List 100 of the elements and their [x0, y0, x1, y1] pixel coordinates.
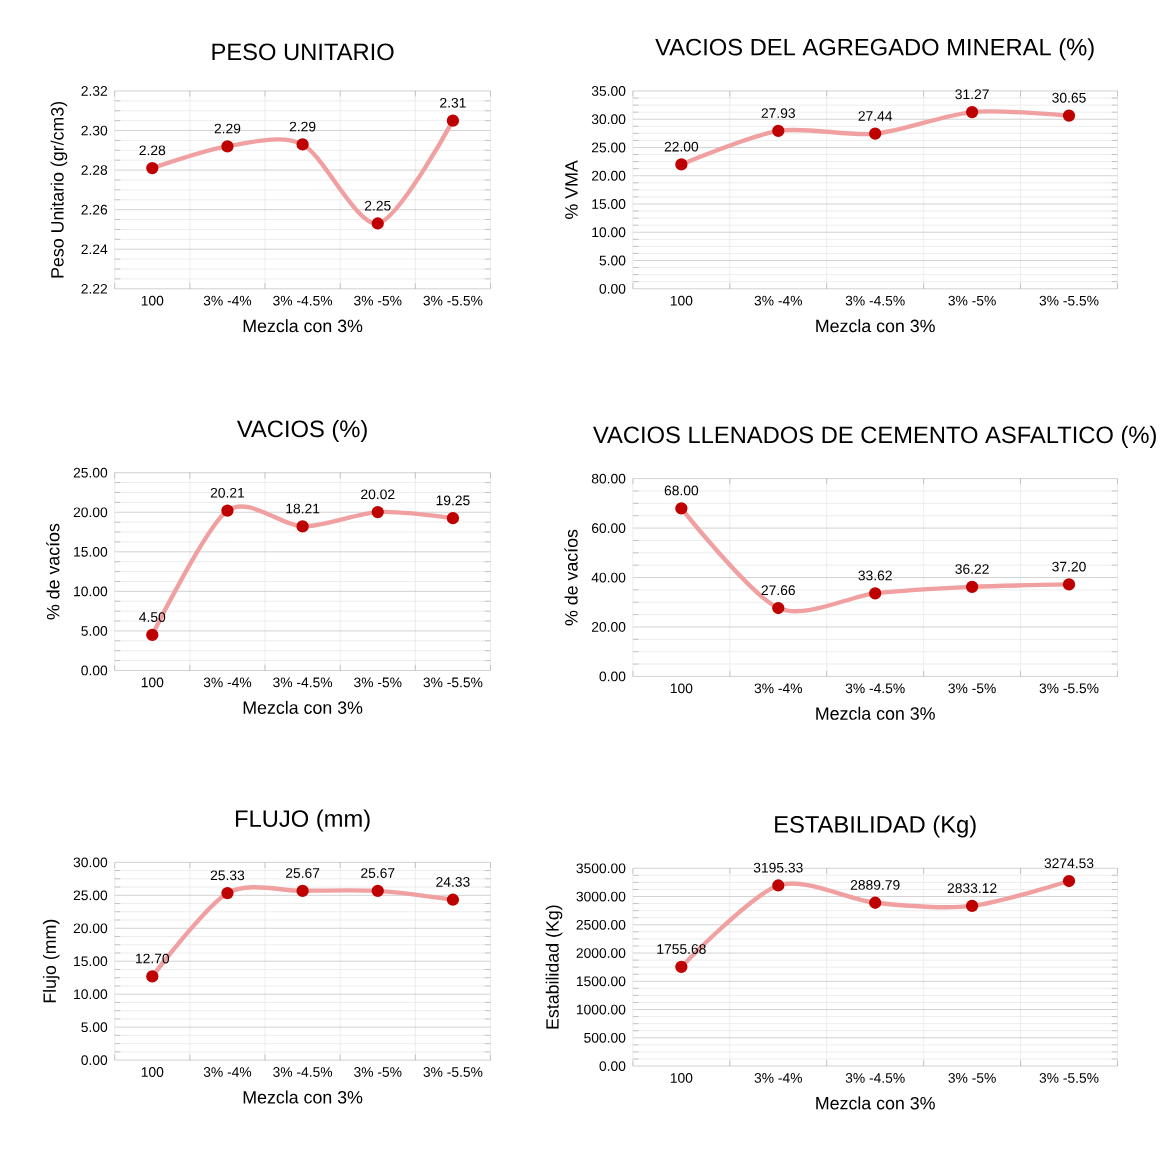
- y-axis-title: Flujo (mm): [42, 919, 60, 1003]
- x-tick-label: 3% -4.5%: [845, 1073, 905, 1083]
- x-tick-label: 3% -5%: [354, 295, 402, 306]
- x-tick-label: 100: [670, 683, 693, 694]
- x-tick-label: 3% -4%: [203, 295, 252, 306]
- y-tick-label: 2.26: [81, 204, 108, 215]
- y-axis-title: % de vacíos: [46, 523, 60, 620]
- y-tick-label: 15.00: [74, 546, 108, 557]
- data-label: 27.66: [761, 585, 795, 596]
- x-tick-label: 3% -5%: [948, 683, 996, 694]
- y-tick-label: 20.00: [591, 622, 626, 632]
- x-tick-label: 3% -4%: [203, 677, 252, 688]
- y-tick-label: 3500.00: [576, 863, 626, 874]
- x-axis-title: Mezcla con 3%: [816, 706, 935, 720]
- y-tick-label: 30.00: [73, 857, 108, 868]
- y-tick-label: 0.00: [599, 283, 626, 294]
- data-label: 19.25: [436, 495, 470, 506]
- y-tick-label: 0.00: [599, 671, 626, 682]
- chart-title: VACIOS LLENADOS DE CEMENTO ASFALTICO (%): [593, 425, 1156, 448]
- y-tick-label: 40.00: [591, 572, 626, 583]
- data-label: 36.22: [955, 564, 989, 574]
- x-tick-label: 3% -5.5%: [1039, 1073, 1099, 1083]
- y-tick-label: 15.00: [74, 956, 108, 967]
- data-label: 20.21: [210, 487, 245, 498]
- data-label: 1755.68: [657, 944, 706, 954]
- data-label: 27.44: [858, 111, 893, 121]
- x-tick-label: 3% -4%: [754, 295, 802, 306]
- chart-title: ESTABILIDAD (Kg): [775, 815, 976, 838]
- y-tick-label: 25.00: [73, 467, 108, 478]
- data-label: 3195.33: [753, 862, 803, 873]
- data-label: 25.33: [210, 870, 245, 881]
- y-tick-label: 35.00: [591, 86, 626, 96]
- y-tick-label: 10.00: [74, 989, 108, 1000]
- y-tick-label: 5.00: [81, 626, 108, 636]
- x-tick-label: 100: [141, 295, 164, 306]
- x-axis-title: Mezcla con 3%: [816, 1096, 935, 1110]
- x-tick-label: 3% -5.5%: [1039, 683, 1099, 694]
- x-tick-label: 3% -4.5%: [845, 295, 905, 306]
- x-tick-label: 100: [670, 1073, 693, 1083]
- data-label: 12.70: [136, 953, 170, 964]
- y-tick-label: 500.00: [584, 1032, 626, 1043]
- x-tick-label: 100: [141, 1067, 164, 1077]
- x-tick-label: 3% -5%: [354, 677, 402, 688]
- y-tick-label: 10.00: [74, 586, 108, 597]
- y-axis-title: % VMA: [565, 160, 578, 219]
- data-label: 25.67: [285, 868, 320, 878]
- data-label: 33.62: [858, 570, 892, 581]
- y-tick-label: 1500.00: [576, 976, 626, 987]
- x-axis-title: Mezcla con 3%: [816, 319, 935, 333]
- y-tick-label: 20.00: [591, 170, 626, 181]
- y-tick-label: 0.00: [81, 665, 108, 676]
- data-label: 2.25: [364, 200, 391, 211]
- data-label: 68.00: [664, 485, 699, 496]
- chart-title: VACIOS DEL AGREGADO MINERAL (%): [655, 38, 1094, 61]
- y-axis-title: Peso Unitario (gr/cm3): [50, 101, 68, 278]
- data-label: 2.29: [214, 123, 241, 134]
- y-tick-label: 10.00: [592, 227, 626, 238]
- y-tick-label: 25.00: [591, 142, 626, 153]
- y-tick-label: 2.32: [81, 86, 108, 96]
- x-tick-label: 3% -5%: [354, 1067, 402, 1077]
- data-label: 2.28: [139, 145, 166, 156]
- y-axis-title: % de vacíos: [564, 529, 578, 626]
- y-tick-label: 2.30: [81, 125, 108, 136]
- data-label: 4.50: [139, 612, 166, 622]
- x-tick-label: 100: [141, 677, 164, 688]
- y-tick-label: 2000.00: [576, 948, 626, 958]
- y-tick-label: 2.24: [81, 244, 108, 254]
- x-tick-label: 3% -5.5%: [1039, 295, 1099, 306]
- data-label: 2833.12: [947, 883, 997, 893]
- x-tick-label: 3% -5.5%: [423, 677, 483, 688]
- x-tick-label: 3% -4.5%: [273, 677, 333, 688]
- y-tick-label: 20.00: [73, 507, 108, 518]
- y-tick-label: 20.00: [73, 923, 108, 934]
- x-tick-label: 3% -4%: [203, 1067, 252, 1077]
- x-tick-label: 3% -5%: [948, 295, 996, 306]
- data-label: 24.33: [436, 876, 470, 887]
- y-tick-label: 60.00: [591, 523, 626, 533]
- y-tick-label: 3000.00: [576, 891, 626, 902]
- x-axis-title: Mezcla con 3%: [243, 700, 363, 714]
- y-tick-label: 0.00: [599, 1061, 626, 1071]
- x-tick-label: 3% -4.5%: [273, 295, 333, 306]
- data-label: 20.02: [361, 489, 395, 500]
- x-tick-label: 3% -5.5%: [423, 295, 483, 306]
- x-tick-label: 3% -4%: [754, 1073, 802, 1083]
- y-tick-label: 15.00: [592, 199, 626, 209]
- chart-title: FLUJO (mm): [236, 809, 370, 832]
- y-tick-label: 2500.00: [576, 919, 626, 930]
- x-tick-label: 3% -4.5%: [845, 683, 905, 694]
- x-tick-label: 3% -5.5%: [423, 1067, 483, 1077]
- data-label: 22.00: [664, 141, 699, 152]
- y-tick-label: 25.00: [73, 890, 108, 901]
- data-label: 2889.79: [850, 880, 900, 890]
- x-tick-label: 100: [670, 295, 693, 306]
- y-axis-title: Estabilidad (Kg): [545, 905, 563, 1029]
- y-tick-label: 1000.00: [576, 1004, 626, 1015]
- y-tick-label: 2.28: [81, 165, 108, 175]
- chart-title: PESO UNITARIO: [212, 43, 394, 61]
- y-tick-label: 30.00: [591, 114, 626, 125]
- data-label: 27.93: [761, 108, 795, 118]
- x-tick-label: 3% -4.5%: [273, 1067, 333, 1077]
